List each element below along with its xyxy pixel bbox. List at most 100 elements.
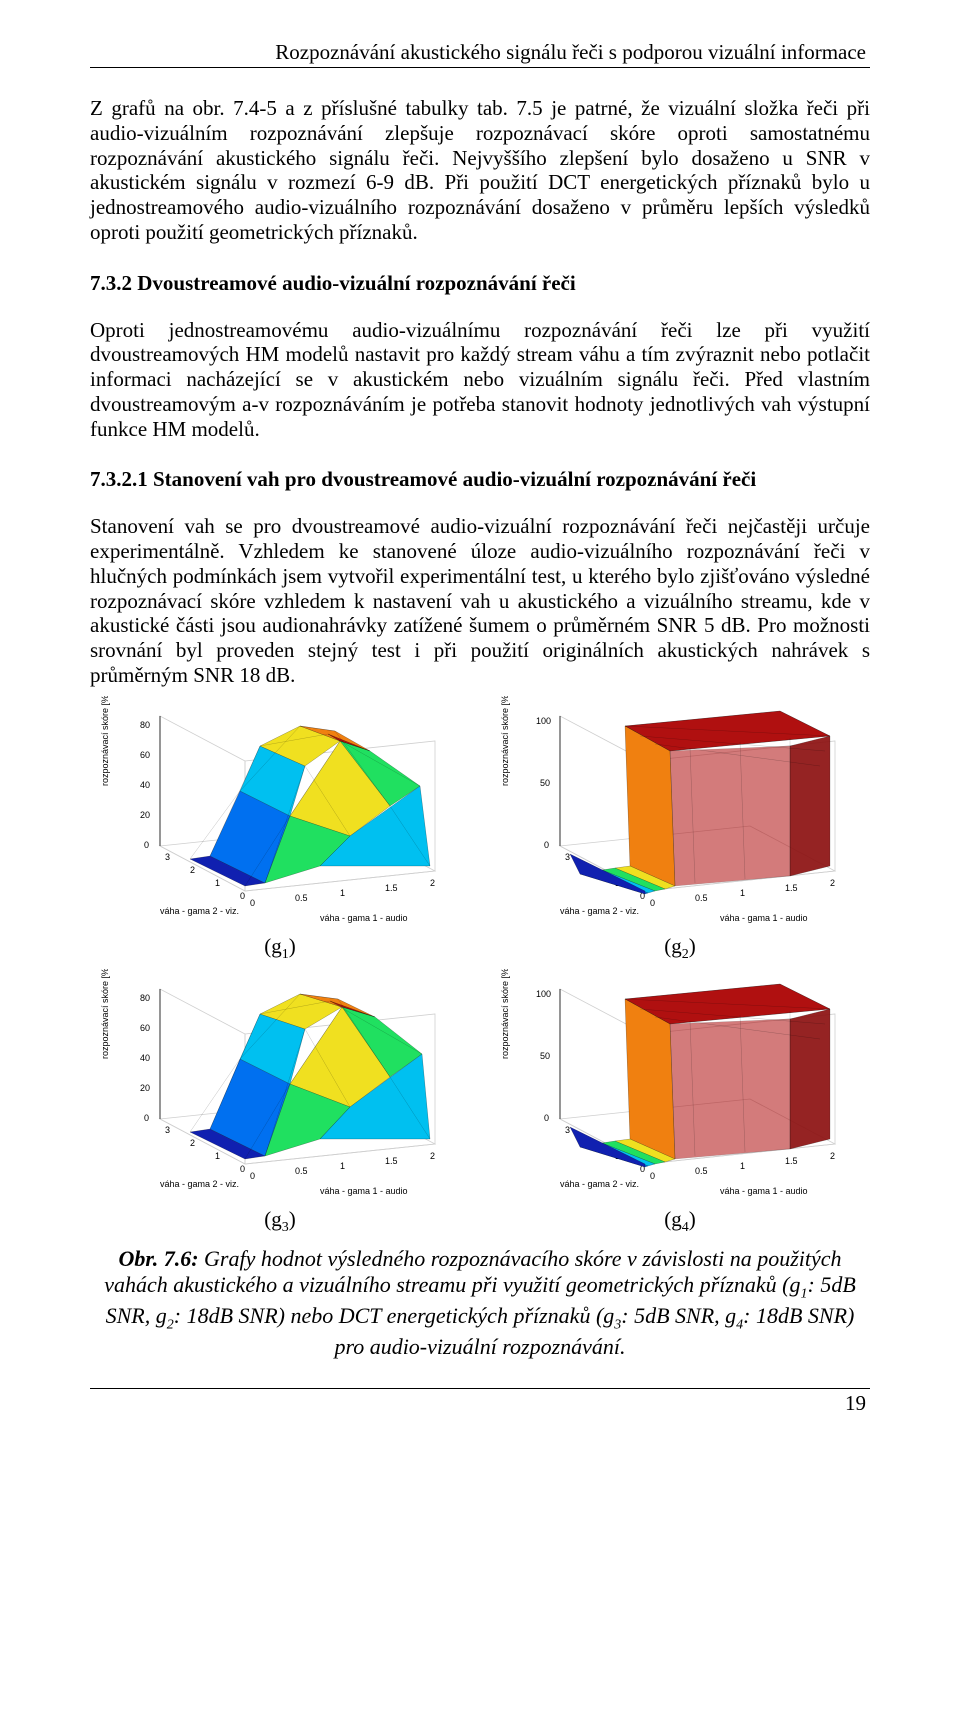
g1-ztick-3: 60 <box>140 750 150 760</box>
g1-xtick-3: 1.5 <box>385 883 398 893</box>
chart-g4-cell: 0 50 100 rozpoznávací skóre [%] 0 0.5 1 … <box>490 969 870 1236</box>
g3-xlabel: váha - gama 1 - audio <box>320 1186 408 1196</box>
g3-ytick-3: 3 <box>165 1125 170 1135</box>
running-header: Rozpoznávání akustického signálu řeči s … <box>90 40 870 68</box>
g4-ztick-1: 50 <box>540 1051 550 1061</box>
chart-g3-surface <box>190 994 430 1159</box>
g4-xtick-4: 2 <box>830 1151 835 1161</box>
g2-xtick-4: 2 <box>830 878 835 888</box>
chart-g1-cell: 0 20 40 60 80 rozpoznávací skóre [%] 0 0… <box>90 696 470 963</box>
g1-ytick-2: 2 <box>190 865 195 875</box>
heading-7-3-2: 7.3.2 Dvoustreamové audio-vizuální rozpo… <box>90 271 870 296</box>
g1-open: (g <box>264 934 282 958</box>
g1-ylabel: váha - gama 2 - viz. <box>160 906 239 916</box>
g2-xlabel: váha - gama 1 - audio <box>720 913 808 923</box>
fig-m3: : 5dB SNR, g <box>621 1303 736 1328</box>
g4-ylabel: váha - gama 2 - viz. <box>560 1179 639 1189</box>
fig-s1: 1 <box>801 1287 808 1302</box>
g2-ytick-3: 3 <box>565 852 570 862</box>
chart-g1-surface <box>190 726 430 886</box>
g4-xtick-1: 0.5 <box>695 1166 708 1176</box>
g3-ytick-0: 0 <box>240 1164 245 1174</box>
g1-ztick-4: 80 <box>140 720 150 730</box>
g3-ztick-2: 40 <box>140 1053 150 1063</box>
g2-sub: 2 <box>682 947 689 962</box>
g2-open: (g <box>664 934 682 958</box>
g3-ztick-4: 80 <box>140 993 150 1003</box>
g4-open: (g <box>664 1207 682 1231</box>
g1-ytick-1: 1 <box>215 878 220 888</box>
g1-xtick-2: 1 <box>340 888 345 898</box>
page-footer: 19 <box>90 1388 870 1416</box>
g3-sub: 3 <box>282 1220 289 1235</box>
figure-7-6-grid: 0 20 40 60 80 rozpoznávací skóre [%] 0 0… <box>90 696 870 1242</box>
g3-close: ) <box>289 1207 296 1231</box>
g2-ylabel: váha - gama 2 - viz. <box>560 906 639 916</box>
g3-open: (g <box>264 1207 282 1231</box>
g4-xlabel: váha - gama 1 - audio <box>720 1186 808 1196</box>
g2-ztick-0: 0 <box>544 840 549 850</box>
g2-xtick-2: 1 <box>740 888 745 898</box>
g3-xtick-0: 0 <box>250 1171 255 1181</box>
heading-7-3-2-1: 7.3.2.1 Stanovení vah pro dvoustreamové … <box>90 467 870 492</box>
g4-xtick-2: 1 <box>740 1161 745 1171</box>
paragraph-1: Z grafů na obr. 7.4-5 a z příslušné tabu… <box>90 96 870 245</box>
g3-ztick-3: 60 <box>140 1023 150 1033</box>
figure-7-6-caption: Obr. 7.6: Grafy hodnot výsledného rozpoz… <box>90 1246 870 1360</box>
g4-sub: 4 <box>682 1220 689 1235</box>
g3-ztick-1: 20 <box>140 1083 150 1093</box>
fig-s2: 2 <box>167 1317 174 1332</box>
paragraph-2: Oproti jednostreamovému audio-vizuálnímu… <box>90 318 870 442</box>
chart-g2: 0 50 100 rozpoznávací skóre [%] 0 0.5 1 … <box>490 696 870 936</box>
chart-g1-caption: (g1) <box>264 934 296 963</box>
g4-close: ) <box>689 1207 696 1231</box>
chart-g4-caption: (g4) <box>664 1207 696 1236</box>
fig-m2: : 18dB SNR) nebo DCT energetických přízn… <box>174 1303 615 1328</box>
g4-xtick-3: 1.5 <box>785 1156 798 1166</box>
chart-g3-cell: 0 20 40 60 80 rozpoznávací skóre [%] 0 0… <box>90 969 470 1236</box>
g1-sub: 1 <box>282 947 289 962</box>
g1-xtick-1: 0.5 <box>295 893 308 903</box>
g3-zlabel: rozpoznávací skóre [%] <box>100 969 110 1059</box>
g3-ytick-1: 1 <box>215 1151 220 1161</box>
page: Rozpoznávání akustického signálu řeči s … <box>0 0 960 1446</box>
g2-close: ) <box>689 934 696 958</box>
g3-ztick-0: 0 <box>144 1113 149 1123</box>
g2-xtick-1: 0.5 <box>695 893 708 903</box>
g3-xtick-3: 1.5 <box>385 1156 398 1166</box>
g1-ztick-2: 40 <box>140 780 150 790</box>
g1-xlabel: váha - gama 1 - audio <box>320 913 408 923</box>
chart-g2-cell: 0 50 100 rozpoznávací skóre [%] 0 0.5 1 … <box>490 696 870 963</box>
g3-xtick-1: 0.5 <box>295 1166 308 1176</box>
g4-ztick-2: 100 <box>536 989 551 999</box>
g1-close: ) <box>289 934 296 958</box>
chart-g4: 0 50 100 rozpoznávací skóre [%] 0 0.5 1 … <box>490 969 870 1209</box>
g1-ytick-3: 3 <box>165 852 170 862</box>
g4-ytick-3: 3 <box>565 1125 570 1135</box>
page-number: 19 <box>845 1391 866 1415</box>
g1-ztick-0: 0 <box>144 840 149 850</box>
chart-g2-surface <box>570 711 830 894</box>
g1-xtick-0: 0 <box>250 898 255 908</box>
g3-ytick-2: 2 <box>190 1138 195 1148</box>
g2-zlabel: rozpoznávací skóre [%] <box>500 696 510 786</box>
chart-g3: 0 20 40 60 80 rozpoznávací skóre [%] 0 0… <box>90 969 470 1209</box>
fig-caption-body: Grafy hodnot výsledného rozpoznávacího s… <box>104 1246 841 1297</box>
paragraph-3: Stanovení vah se pro dvoustreamové audio… <box>90 514 870 687</box>
fig-caption-prefix: Obr. 7.6: <box>118 1246 198 1271</box>
g1-ztick-1: 20 <box>140 810 150 820</box>
chart-g2-caption: (g2) <box>664 934 696 963</box>
g1-ytick-0: 0 <box>240 891 245 901</box>
chart-g4-surface <box>570 984 830 1167</box>
g2-ztick-2: 100 <box>536 716 551 726</box>
g2-xtick-3: 1.5 <box>785 883 798 893</box>
g4-ztick-0: 0 <box>544 1113 549 1123</box>
g1-xtick-4: 2 <box>430 878 435 888</box>
g4-xtick-0: 0 <box>650 1171 655 1181</box>
g4-zlabel: rozpoznávací skóre [%] <box>500 969 510 1059</box>
g2-xtick-0: 0 <box>650 898 655 908</box>
g3-ylabel: váha - gama 2 - viz. <box>160 1179 239 1189</box>
g3-xtick-2: 1 <box>340 1161 345 1171</box>
g3-xtick-4: 2 <box>430 1151 435 1161</box>
chart-g3-caption: (g3) <box>264 1207 296 1236</box>
